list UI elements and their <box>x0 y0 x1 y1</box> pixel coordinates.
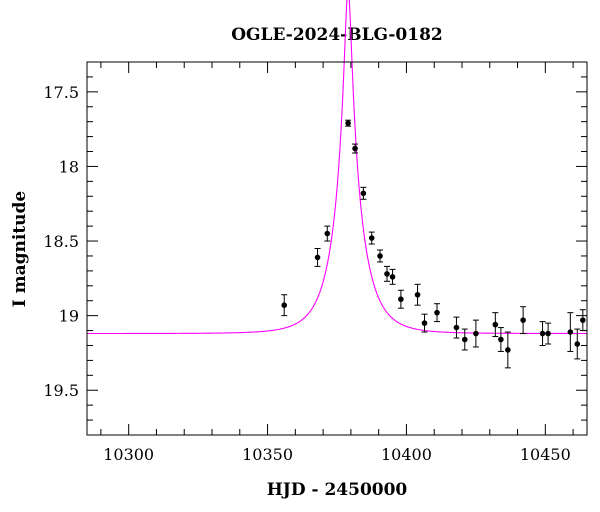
x-tick-label: 10300 <box>103 445 154 464</box>
data-point <box>453 316 460 339</box>
point-marker <box>421 320 428 326</box>
model-curve <box>87 0 587 335</box>
point-marker <box>498 336 504 343</box>
data-point <box>368 231 375 245</box>
y-tick-label: 19 <box>59 307 79 326</box>
point-marker <box>377 253 383 259</box>
data-point <box>421 313 428 333</box>
data-points <box>281 119 586 369</box>
point-marker <box>384 271 390 277</box>
point-marker <box>368 235 375 241</box>
point-marker <box>352 145 358 152</box>
y-tick-label: 18 <box>59 157 79 176</box>
data-point <box>314 248 321 267</box>
point-marker <box>580 317 586 323</box>
data-point <box>504 331 511 369</box>
y-tick-label: 17.5 <box>43 83 79 102</box>
data-point <box>352 143 359 154</box>
data-point <box>389 268 396 285</box>
x-axis-title: HJD - 2450000 <box>267 480 408 500</box>
point-marker <box>345 120 351 126</box>
y-axis-title: I magnitude <box>10 191 30 308</box>
point-marker <box>398 296 404 303</box>
point-marker <box>453 324 460 331</box>
data-point <box>579 309 586 332</box>
point-marker <box>505 347 511 353</box>
point-marker <box>434 309 440 316</box>
data-point <box>414 283 421 306</box>
point-marker <box>567 329 574 335</box>
point-marker <box>545 330 551 337</box>
data-point <box>567 312 574 352</box>
y-tick-label: 18.5 <box>43 232 79 251</box>
x-tick-label: 10400 <box>381 445 432 464</box>
chart-title: OGLE-2024-BLG-0182 <box>231 25 443 45</box>
data-point <box>345 119 352 127</box>
axis-tick-labels: 10300 10350 10400 10450 17.5 18 18.5 19 19.5 <box>43 83 570 464</box>
x-tick-label: 10350 <box>242 445 293 464</box>
point-marker <box>389 274 396 280</box>
data-point <box>492 312 499 338</box>
point-marker <box>520 317 526 323</box>
point-marker <box>574 341 581 347</box>
point-marker <box>281 302 288 308</box>
axis-ticks <box>87 61 587 436</box>
x-tick-label: 10450 <box>520 445 571 464</box>
point-marker <box>461 336 468 343</box>
plot-frame <box>86 61 588 436</box>
data-point <box>497 327 504 352</box>
point-marker <box>324 230 331 237</box>
data-point <box>520 306 527 335</box>
data-point <box>472 319 479 348</box>
data-point <box>384 265 390 282</box>
data-point <box>281 294 288 317</box>
point-marker <box>539 330 546 337</box>
y-tick-label: 19.5 <box>43 381 79 400</box>
data-point <box>461 328 468 351</box>
data-point <box>539 321 546 346</box>
point-marker <box>492 321 499 328</box>
data-point <box>434 303 440 323</box>
data-point <box>324 225 331 242</box>
data-point <box>377 249 384 263</box>
point-marker <box>414 291 421 298</box>
point-marker <box>473 330 479 337</box>
data-point <box>397 289 404 309</box>
data-point <box>360 186 367 200</box>
point-marker <box>314 254 321 261</box>
data-point <box>545 322 552 345</box>
point-marker <box>360 190 367 197</box>
data-point <box>574 328 581 360</box>
